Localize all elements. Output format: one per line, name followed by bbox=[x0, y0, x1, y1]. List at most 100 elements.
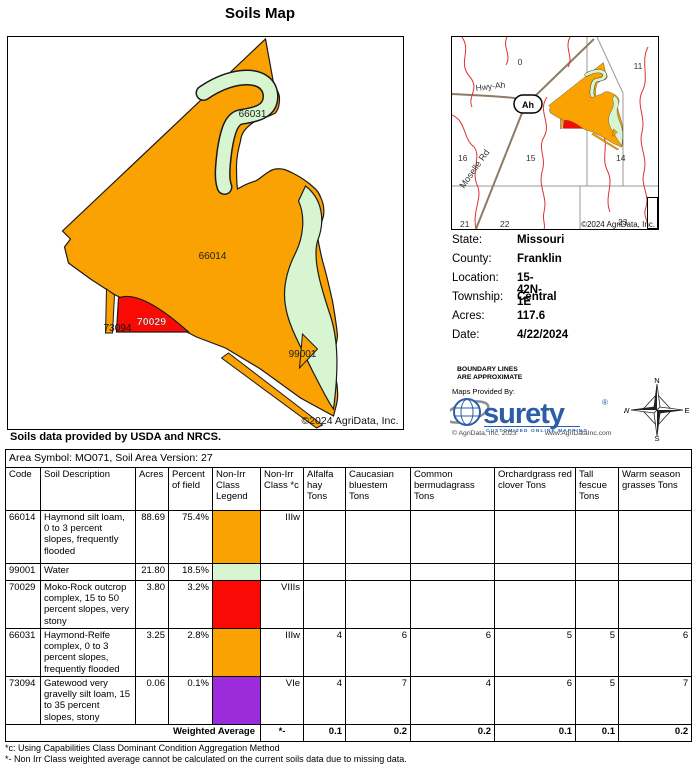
section-21: 21 bbox=[460, 219, 470, 229]
table-row: 66014 Haymond silt loam, 0 to 3 percent … bbox=[5, 510, 693, 564]
cell-desc: Haymond silt loam, 0 to 3 percent slopes… bbox=[40, 510, 136, 564]
cell-value bbox=[575, 510, 619, 564]
cell-value bbox=[303, 510, 346, 564]
soils-map: 66031 66014 70029 73094 99001 ©2024 Agri… bbox=[7, 36, 404, 430]
section-0: 0 bbox=[518, 57, 523, 67]
inset-soil-shape bbox=[549, 62, 623, 150]
cell-legend-swatch bbox=[212, 510, 261, 564]
cell-acres: 0.06 bbox=[135, 676, 169, 725]
cell-value bbox=[494, 580, 576, 629]
cell-code: 99001 bbox=[5, 563, 41, 581]
cell-value: 4 bbox=[410, 676, 495, 725]
section-15: 15 bbox=[526, 153, 536, 163]
locator-inset-map: 0 11 16 15 14 21 22 23 Hwy-Ah Moselle Rd… bbox=[451, 36, 659, 230]
cell-desc: Gatewood very gravelly silt loam, 15 to … bbox=[40, 676, 136, 725]
cell-code: 73094 bbox=[5, 676, 41, 725]
table-row: 70029 Moko-Rock outcrop complex, 15 to 5… bbox=[5, 580, 693, 629]
cell-class: IIIw bbox=[260, 510, 304, 564]
cell-class bbox=[260, 563, 304, 581]
surety-wordmark: surety bbox=[483, 398, 565, 430]
county-value: Franklin bbox=[517, 253, 562, 265]
compass-star bbox=[630, 383, 684, 437]
cell-value: 6 bbox=[494, 676, 576, 725]
col-header-acres: Acres bbox=[135, 467, 169, 511]
cell-legend-swatch bbox=[212, 676, 261, 725]
map-copyright: ©2024 AgriData, Inc. bbox=[301, 415, 398, 427]
cell-pct: 2.8% bbox=[168, 628, 213, 677]
surety-tagline: CUSTOMIZED ONLINE MAPPING bbox=[486, 428, 588, 434]
cell-value bbox=[617, 510, 693, 564]
agridata-copyright: © AgriData, Inc. 2023 bbox=[452, 430, 517, 437]
cell-value bbox=[345, 510, 411, 564]
weighted-value: 0.1 bbox=[494, 724, 576, 742]
map-label-66031: 66031 bbox=[239, 109, 267, 120]
weighted-value: 0.1 bbox=[575, 724, 619, 742]
table-row: 73094 Gatewood very gravelly silt loam, … bbox=[5, 676, 693, 725]
cell-value: 5 bbox=[575, 676, 619, 725]
area-symbol-line: Area Symbol: MO071, Soil Area Version: 2… bbox=[4, 449, 693, 468]
highway-badge-label: Ah bbox=[522, 100, 534, 110]
cell-desc: Moko-Rock outcrop complex, 15 to 50 perc… bbox=[40, 580, 136, 629]
surety-logo-canvas: surety ® CUSTOMIZED ONLINE MAPPING bbox=[444, 398, 608, 434]
map-label-99001: 99001 bbox=[289, 349, 317, 360]
weighted-value: 0.2 bbox=[410, 724, 495, 742]
cell-value bbox=[410, 580, 495, 629]
col-header-bermudagrass: Common bermudagrass Tons bbox=[410, 467, 495, 511]
cell-value: 7 bbox=[617, 676, 693, 725]
cell-desc: Haymond-Relfe complex, 0 to 3 percent sl… bbox=[40, 628, 136, 677]
compass-w: W bbox=[624, 406, 630, 415]
compass-e: E bbox=[684, 406, 689, 415]
cell-value bbox=[494, 563, 576, 581]
col-header-warm-season: Warm season grasses Tons bbox=[617, 467, 693, 511]
cell-code: 66031 bbox=[5, 628, 41, 677]
cell-value bbox=[575, 580, 619, 629]
cell-class: IIIw bbox=[260, 628, 304, 677]
cell-acres: 3.80 bbox=[135, 580, 169, 629]
cell-pct: 75.4% bbox=[168, 510, 213, 564]
col-header-code: Code bbox=[5, 467, 41, 511]
soil-wedge bbox=[298, 332, 319, 370]
soils-table: Area Symbol: MO071, Soil Area Version: 2… bbox=[4, 449, 693, 742]
township-value: Central bbox=[517, 291, 557, 303]
section-numbers: 0 11 16 15 14 21 22 23 bbox=[458, 57, 643, 229]
section-16: 16 bbox=[458, 153, 468, 163]
cell-value: 5 bbox=[575, 628, 619, 677]
cell-class: VIe bbox=[260, 676, 304, 725]
col-header-desc: Soil Description bbox=[40, 467, 136, 511]
cell-legend-swatch bbox=[212, 628, 261, 677]
col-header-fescue: Tall fescue Tons bbox=[575, 467, 619, 511]
acres-value: 117.6 bbox=[517, 310, 546, 322]
cell-value bbox=[494, 510, 576, 564]
table-row: 99001 Water 21.80 18.5% bbox=[5, 563, 693, 581]
cell-value bbox=[617, 563, 693, 581]
table-header-row: Code Soil Description Acres Percent of f… bbox=[5, 467, 693, 511]
cell-acres: 21.80 bbox=[135, 563, 169, 581]
cell-value bbox=[410, 510, 495, 564]
globe-icon bbox=[453, 398, 481, 426]
footnotes: *c: Using Capabilities Class Dominant Co… bbox=[5, 743, 407, 765]
soil-band-66031 bbox=[197, 71, 277, 194]
inset-roads bbox=[451, 38, 595, 230]
compass-s: S bbox=[654, 434, 659, 442]
map-label-73094: 73094 bbox=[104, 323, 132, 334]
cell-acres: 88.69 bbox=[135, 510, 169, 564]
cell-legend-swatch bbox=[212, 563, 261, 581]
cell-value bbox=[575, 563, 619, 581]
footnote-missing-data: *- Non Irr Class weighted average cannot… bbox=[5, 754, 407, 764]
cell-acres: 3.25 bbox=[135, 628, 169, 677]
map-label-66014: 66014 bbox=[199, 251, 227, 262]
soils-map-canvas: 66031 66014 70029 73094 99001 ©2024 Agri… bbox=[61, 37, 399, 429]
cell-class: VIIIs bbox=[260, 580, 304, 629]
location-value: 15-42N-1E bbox=[517, 272, 542, 308]
section-23: 23 bbox=[618, 217, 628, 227]
weighted-value: 0.2 bbox=[345, 724, 411, 742]
creek-lines bbox=[451, 36, 649, 230]
cell-pct: 3.2% bbox=[168, 580, 213, 629]
cell-desc: Water bbox=[40, 563, 136, 581]
map-label-70029: 70029 bbox=[137, 316, 166, 328]
cell-value bbox=[345, 580, 411, 629]
cell-legend-swatch bbox=[212, 580, 261, 629]
registered-mark: ® bbox=[602, 398, 608, 407]
cell-value: 4 bbox=[303, 676, 346, 725]
cell-value bbox=[410, 563, 495, 581]
